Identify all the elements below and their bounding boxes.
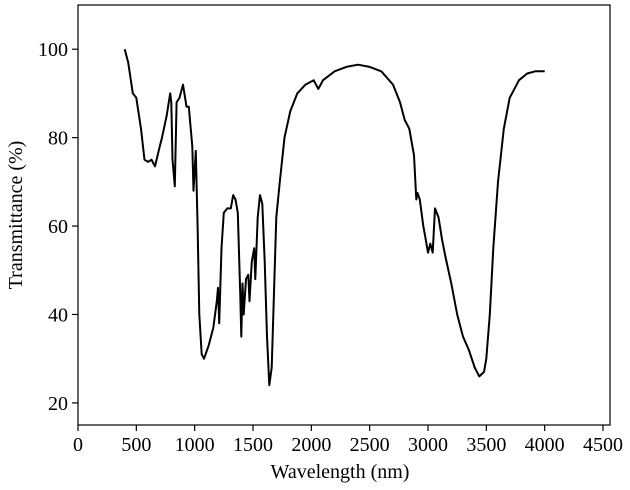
- y-tick-label: 60: [48, 216, 68, 238]
- x-tick-label: 500: [121, 434, 151, 456]
- spectrum-line: [123, 48, 545, 387]
- x-tick-label: 2000: [291, 434, 331, 456]
- plot-frame: [77, 4, 611, 426]
- y-axis-label: Transmittance (%): [5, 141, 27, 290]
- x-tick-label: 4500: [583, 434, 623, 456]
- x-tick-label: 3500: [466, 434, 506, 456]
- y-tick-label: 40: [48, 304, 68, 326]
- x-axis-label: Wavelength (nm): [271, 461, 410, 483]
- x-tick-label: 2500: [350, 434, 390, 456]
- x-tick-label: 1500: [233, 434, 273, 456]
- y-tick-label: 20: [48, 393, 68, 415]
- x-tick-label: 0: [73, 434, 83, 456]
- x-tick-label: 3000: [408, 434, 448, 456]
- x-tick-label: 4000: [525, 434, 565, 456]
- y-tick-label: 80: [48, 128, 68, 150]
- y-tick-label: 100: [38, 39, 68, 61]
- x-tick-label: 1000: [175, 434, 215, 456]
